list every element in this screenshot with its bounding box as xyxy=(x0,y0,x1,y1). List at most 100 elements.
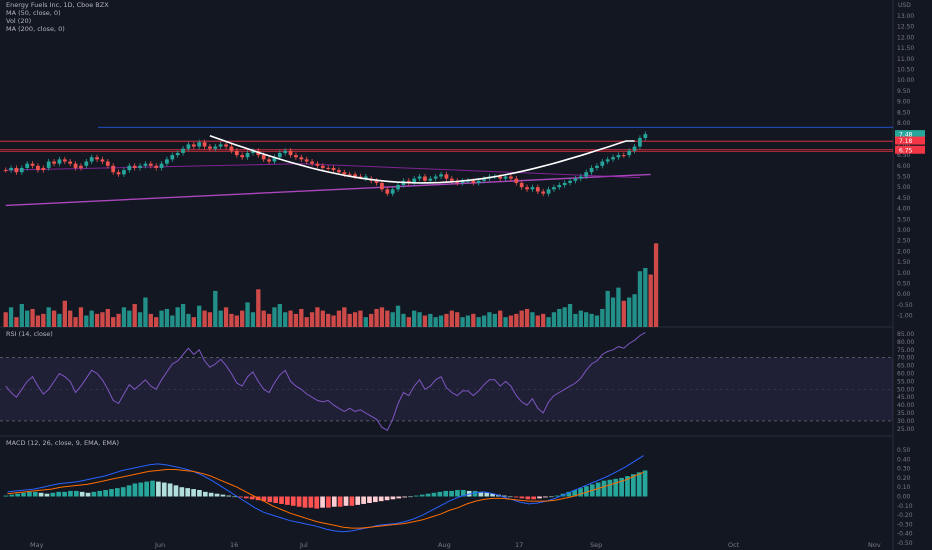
candle-body xyxy=(14,167,19,173)
rsi-tick-label: 85.00 xyxy=(897,331,914,338)
macd-histogram-bar xyxy=(513,496,519,498)
macd-tick-label: -0.10 xyxy=(897,503,913,510)
macd-tick-label: 0.20 xyxy=(897,475,911,482)
candle-body xyxy=(476,180,481,183)
volume-bar xyxy=(73,317,78,327)
volume-bar xyxy=(449,310,454,327)
chart-legend: Energy Fuels Inc, 1D, Cboe BZX MA (50, c… xyxy=(6,1,109,33)
volume-bar xyxy=(116,313,121,327)
volume-bar xyxy=(610,297,616,327)
macd-histogram-bar xyxy=(396,496,402,499)
macd-histogram-bar xyxy=(21,492,26,497)
candle-body xyxy=(240,155,245,158)
volume-bar xyxy=(84,315,89,327)
time-tick-label: Nov xyxy=(868,541,881,549)
volume-bar xyxy=(148,313,153,327)
cup-annotation xyxy=(209,135,635,184)
volume-bar xyxy=(541,313,546,327)
macd-histogram-bar xyxy=(44,493,50,497)
macd-histogram-bar xyxy=(138,482,144,497)
candle-body xyxy=(154,165,159,168)
ma50-label[interactable]: MA (50, close, 0) xyxy=(6,9,61,17)
candle-body xyxy=(181,148,185,153)
price-tick-label: 4.00 xyxy=(897,206,911,213)
macd-histogram-bar xyxy=(378,496,384,502)
candle-body xyxy=(57,159,62,164)
volume-bar xyxy=(395,305,401,327)
price-tick-label: 9.50 xyxy=(897,88,911,95)
candle-body xyxy=(562,182,567,186)
candle-body xyxy=(396,185,400,190)
price-label-tag xyxy=(895,145,925,154)
macd-histogram-bar xyxy=(285,496,290,505)
candle-body xyxy=(514,178,519,183)
volume-bar xyxy=(600,308,605,327)
macd-histogram-bar xyxy=(56,491,62,497)
macd-tick-label: -0.30 xyxy=(897,521,913,528)
macd-histogram-bar xyxy=(249,496,255,500)
volume-bar xyxy=(336,310,342,327)
macd-histogram-bar xyxy=(437,491,443,497)
candle-body xyxy=(444,174,449,179)
macd-histogram-bar xyxy=(601,480,607,497)
price-tick-label: 11.50 xyxy=(897,45,914,52)
candle-body xyxy=(36,165,40,171)
macd-histogram-bar xyxy=(619,477,624,497)
volume-bar xyxy=(250,312,256,327)
macd-histogram-bar xyxy=(636,472,642,497)
macd-histogram-bar xyxy=(226,495,232,497)
candle-body xyxy=(202,142,207,147)
volume-bar xyxy=(132,304,137,327)
macd-histogram-bar xyxy=(501,495,507,497)
volume-bar xyxy=(546,317,551,327)
macd-histogram-bar xyxy=(425,493,431,497)
price-label-text: 7.48 xyxy=(899,132,913,139)
macd-legend[interactable]: MACD (12, 26, close, 9, EMA, EMA) xyxy=(6,439,120,447)
candle-body xyxy=(552,187,556,190)
price-tick-label: 2.00 xyxy=(897,248,911,255)
candle-body xyxy=(471,180,476,183)
volume-label[interactable]: Vol (20) xyxy=(6,17,32,25)
price-tick-label: 2.50 xyxy=(897,238,911,245)
price-tick-label: 12.00 xyxy=(897,34,914,41)
candle-body xyxy=(347,174,352,176)
candle-body xyxy=(412,178,417,183)
macd-histogram-bar xyxy=(302,496,308,508)
candle-body xyxy=(9,167,13,171)
macd-histogram-bar xyxy=(607,479,613,497)
volume-bar xyxy=(422,315,428,327)
ma200-label[interactable]: MA (200, close, 0) xyxy=(6,25,65,33)
volume-bar xyxy=(584,312,589,327)
price-label-text: 6.75 xyxy=(899,147,913,154)
volume-bar xyxy=(363,317,368,327)
price-tick-label: 5.50 xyxy=(897,174,911,181)
macd-histogram-bar xyxy=(531,496,537,500)
candle-body xyxy=(159,163,164,168)
volume-bar xyxy=(240,310,245,327)
price-tick-label: 0.00 xyxy=(897,291,911,298)
macd-histogram-bar xyxy=(179,487,185,497)
volume-bar xyxy=(94,313,100,327)
volume-bar xyxy=(25,310,30,327)
volume-bar xyxy=(272,307,277,327)
rsi-legend[interactable]: RSI (14, close) xyxy=(6,330,53,338)
price-tick-label: 8.50 xyxy=(897,109,911,116)
volume-bar xyxy=(213,290,218,327)
volume-bar xyxy=(320,310,325,327)
macd-histogram-bar xyxy=(126,485,132,497)
rsi-tick-label: 60.00 xyxy=(897,371,914,378)
macd-histogram-bar xyxy=(214,493,220,497)
symbol-title[interactable]: Energy Fuels Inc, 1D, Cboe BZX xyxy=(6,1,109,9)
volume-bar xyxy=(191,317,196,327)
macd-histogram-bar xyxy=(578,488,583,497)
macd-tick-label: -0.20 xyxy=(897,512,913,519)
candle-body xyxy=(283,150,288,153)
candle-body xyxy=(267,159,271,162)
volume-bar xyxy=(481,315,487,327)
candle-body xyxy=(627,150,632,156)
candle-body xyxy=(589,167,594,173)
volume-bar xyxy=(406,317,411,327)
candle-body xyxy=(288,150,293,156)
rsi-tick-label: 25.00 xyxy=(897,426,914,433)
